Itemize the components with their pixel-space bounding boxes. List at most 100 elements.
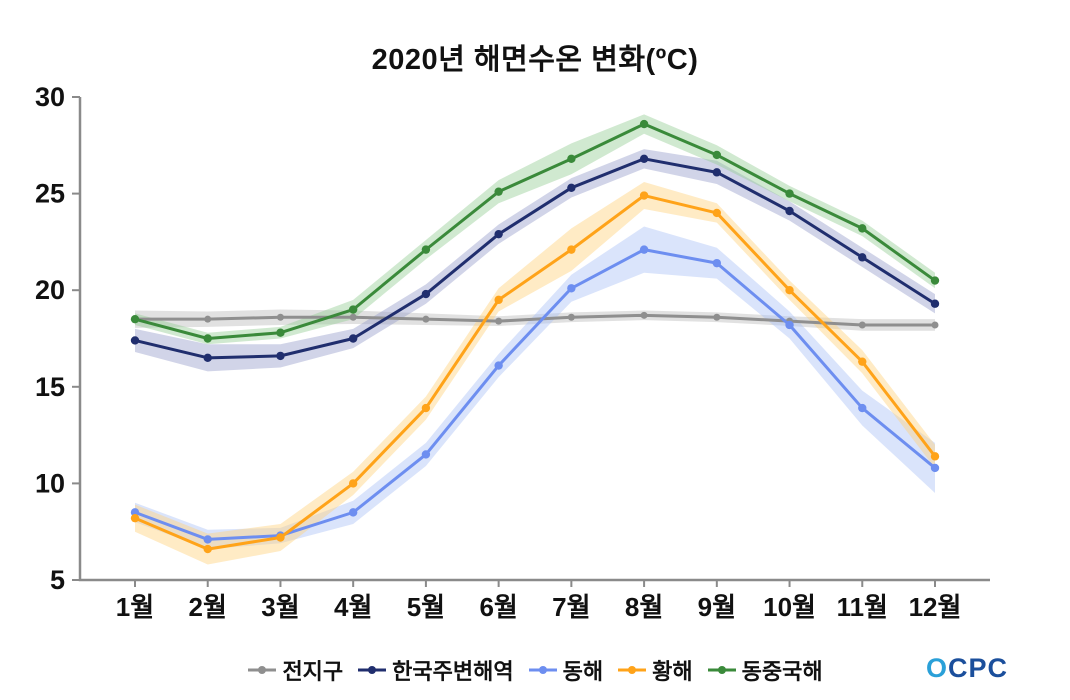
line-east-sea bbox=[133, 248, 937, 541]
legend-item-yellow-sea: 황해 bbox=[617, 654, 693, 686]
point-global bbox=[713, 313, 721, 321]
series-korea-seas bbox=[130, 154, 940, 363]
point-global bbox=[276, 313, 284, 321]
point-east-china-sea bbox=[203, 334, 212, 343]
point-korea-seas bbox=[130, 336, 140, 345]
y-axis: 5 10 15 20 25 30 bbox=[35, 82, 80, 595]
legend-item-global: 전지구 bbox=[247, 654, 343, 686]
point-global bbox=[858, 321, 866, 329]
legend-marker-global bbox=[248, 666, 277, 674]
x-tick-label: 10월 bbox=[763, 592, 816, 622]
point-east-sea bbox=[785, 320, 794, 330]
point-korea-seas bbox=[348, 334, 358, 343]
point-east-sea bbox=[712, 258, 722, 268]
x-tick-label: 3월 bbox=[261, 592, 299, 622]
band-korea-seas bbox=[135, 149, 935, 372]
point-east-china-sea bbox=[639, 119, 649, 129]
point-yellow-sea bbox=[567, 245, 576, 254]
legend-label-global: 전지구 bbox=[282, 659, 344, 684]
legend-marker-yellow-sea bbox=[618, 666, 647, 674]
point-yellow-sea bbox=[421, 403, 431, 413]
chart-legend: 전지구 한국주변해역 동해 황해 동중국해 bbox=[0, 654, 1070, 686]
point-korea-seas bbox=[494, 229, 503, 239]
x-tick-label: 7월 bbox=[552, 592, 590, 622]
x-tick-label: 5월 bbox=[407, 592, 445, 622]
y-tick-label: 10 bbox=[35, 468, 65, 498]
legend-item-east-sea: 동해 bbox=[528, 654, 603, 686]
point-east-sea bbox=[130, 508, 140, 517]
point-east-china-sea bbox=[858, 224, 867, 233]
point-east-sea bbox=[203, 535, 212, 544]
point-korea-seas bbox=[421, 289, 431, 299]
point-yellow-sea bbox=[712, 208, 722, 218]
point-yellow-sea bbox=[858, 357, 867, 366]
point-korea-seas bbox=[567, 183, 576, 193]
point-east-sea bbox=[421, 450, 431, 459]
point-east-china-sea bbox=[785, 189, 794, 198]
x-tick-label: 2월 bbox=[189, 592, 227, 622]
legend-label-east-china-sea: 동중국해 bbox=[741, 659, 823, 684]
point-korea-seas bbox=[203, 353, 212, 363]
point-east-china-sea bbox=[567, 154, 576, 164]
y-tick-label: 20 bbox=[35, 275, 65, 305]
series-east-china-sea bbox=[130, 119, 940, 343]
line-korea-seas bbox=[133, 157, 937, 360]
point-east-china-sea bbox=[712, 150, 722, 160]
point-east-china-sea bbox=[930, 276, 940, 285]
point-korea-seas bbox=[785, 206, 794, 216]
point-east-sea bbox=[567, 284, 576, 293]
point-korea-seas bbox=[276, 351, 285, 361]
series-lines bbox=[130, 119, 940, 554]
chart-title: 2020년 해면수온 변화(ºC) bbox=[371, 44, 699, 76]
x-tick-label: 9월 bbox=[698, 592, 736, 622]
x-tick-label: 11월 bbox=[837, 592, 888, 622]
point-yellow-sea bbox=[930, 452, 940, 461]
line-global bbox=[133, 313, 937, 327]
point-east-sea bbox=[639, 245, 649, 254]
point-global bbox=[495, 317, 503, 325]
x-axis: 1월 2월 3월 4월 5월 6월 7월 8월 9월 10월 11월 12월 bbox=[116, 580, 962, 622]
legend-marker-east-china-sea bbox=[707, 666, 736, 674]
point-global bbox=[931, 321, 939, 329]
point-yellow-sea bbox=[203, 544, 212, 554]
band-yellow-sea bbox=[135, 182, 935, 565]
series-bands bbox=[135, 114, 935, 565]
point-yellow-sea bbox=[785, 286, 794, 295]
point-east-sea bbox=[348, 508, 358, 517]
x-tick-label: 4월 bbox=[334, 592, 372, 622]
legend-label-korea-seas: 한국주변해역 bbox=[392, 659, 514, 684]
point-east-sea bbox=[494, 361, 503, 370]
point-yellow-sea bbox=[494, 295, 503, 305]
point-global bbox=[422, 315, 430, 323]
point-east-sea bbox=[930, 463, 940, 473]
legend-marker-korea-seas bbox=[358, 666, 387, 674]
series-yellow-sea bbox=[130, 191, 940, 554]
point-global bbox=[204, 315, 212, 323]
legend-marker-east-sea bbox=[528, 666, 557, 674]
point-global bbox=[349, 313, 357, 321]
point-east-china-sea bbox=[276, 328, 285, 337]
x-tick-label: 8월 bbox=[625, 592, 663, 622]
point-yellow-sea bbox=[276, 533, 285, 542]
point-korea-seas bbox=[712, 168, 722, 177]
point-east-china-sea bbox=[494, 187, 503, 196]
point-yellow-sea bbox=[639, 191, 649, 200]
ocpc-logo: OCPC bbox=[925, 653, 1008, 683]
point-global bbox=[567, 313, 575, 321]
line-east-china-sea bbox=[133, 122, 937, 340]
legend-item-east-china-sea: 동중국해 bbox=[707, 654, 823, 686]
x-tick-label: 12월 bbox=[909, 592, 962, 622]
point-global bbox=[640, 311, 648, 319]
x-tick-label: 6월 bbox=[479, 592, 517, 622]
point-east-china-sea bbox=[130, 314, 140, 324]
point-korea-seas bbox=[639, 154, 649, 164]
point-east-china-sea bbox=[421, 245, 431, 254]
y-tick-label: 15 bbox=[35, 372, 65, 402]
y-tick-label: 25 bbox=[35, 179, 65, 209]
band-east-china-sea bbox=[135, 114, 935, 345]
legend-label-yellow-sea: 황해 bbox=[652, 659, 693, 684]
point-korea-seas bbox=[858, 253, 867, 262]
line-yellow-sea bbox=[133, 194, 937, 551]
point-yellow-sea bbox=[130, 513, 140, 523]
